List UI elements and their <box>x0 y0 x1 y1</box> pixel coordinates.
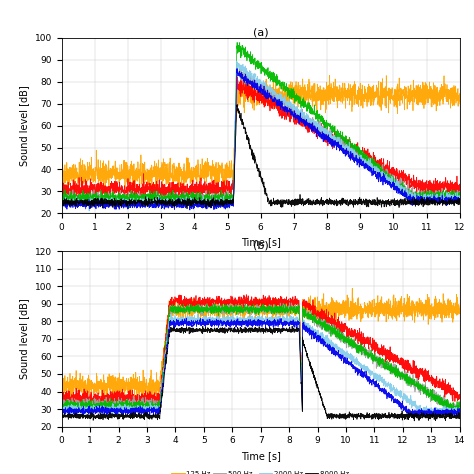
X-axis label: Time [s]: Time [s] <box>241 237 281 247</box>
Legend: 125 Hz, 250 Hz, 500 Hz, 1000 Hz, 2000 Hz, 4000 Hz, 8000 Hz: 125 Hz, 250 Hz, 500 Hz, 1000 Hz, 2000 Hz… <box>170 469 352 474</box>
Y-axis label: Sound level [dB]: Sound level [dB] <box>19 85 29 166</box>
X-axis label: Time [s]: Time [s] <box>241 451 281 461</box>
Legend: 125 Hz, 250 Hz, 500 Hz, 1000 Hz, 2000 Hz, 4000 Hz, 8000 Hz: 125 Hz, 250 Hz, 500 Hz, 1000 Hz, 2000 Hz… <box>105 248 416 260</box>
Title: (b): (b) <box>253 240 269 250</box>
Y-axis label: Sound level [dB]: Sound level [dB] <box>19 299 29 379</box>
Title: (a): (a) <box>253 27 268 37</box>
